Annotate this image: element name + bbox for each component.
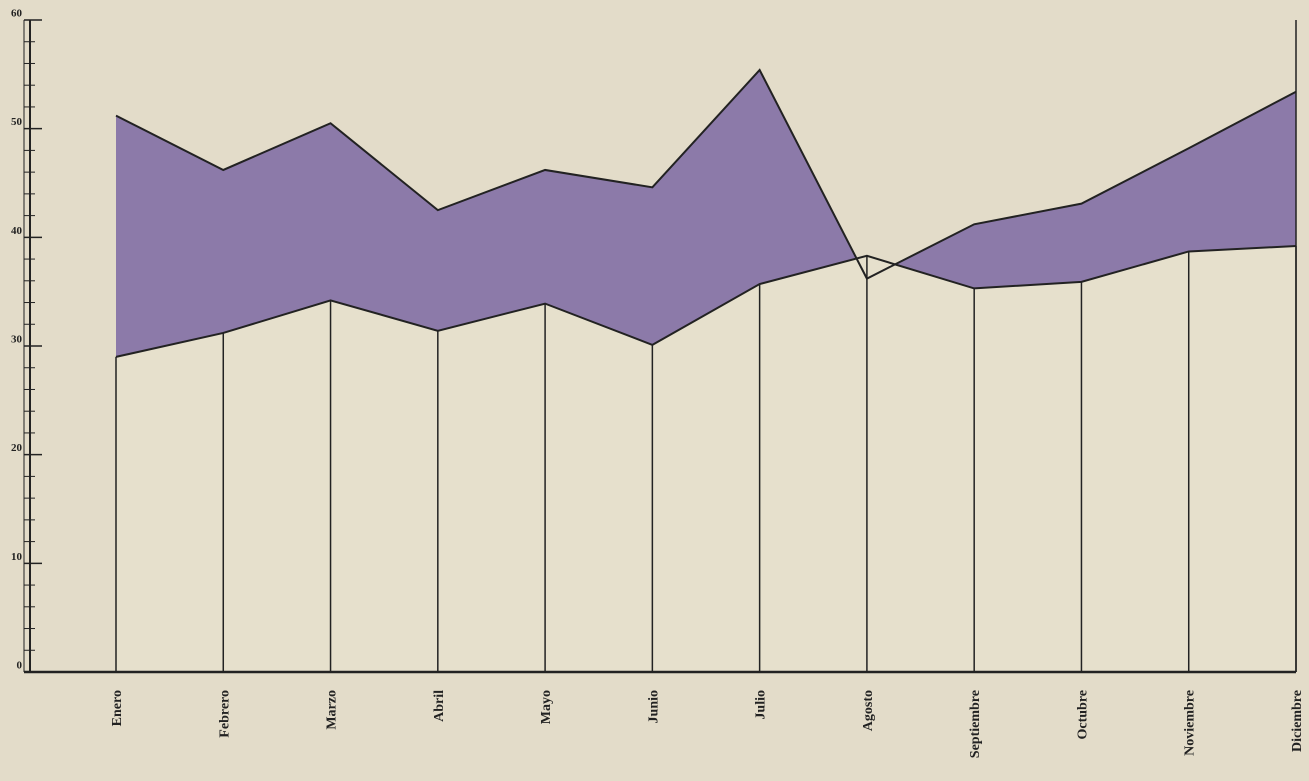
x-tick-label: Diciembre bbox=[1290, 690, 1305, 752]
x-tick-label: Agosto bbox=[861, 690, 876, 731]
y-tick-label: 10 bbox=[11, 551, 23, 563]
x-tick-label: Febrero bbox=[217, 690, 232, 738]
x-tick-label: Mayo bbox=[539, 690, 554, 724]
y-tick-label: 30 bbox=[11, 334, 23, 346]
x-tick-label: Octubre bbox=[1075, 690, 1090, 740]
y-tick-label: 20 bbox=[11, 442, 23, 454]
y-tick-label: 50 bbox=[11, 116, 23, 128]
x-tick-label: Julio bbox=[754, 690, 769, 720]
x-tick-label: Septiembre bbox=[968, 690, 983, 758]
x-tick-label: Junio bbox=[646, 690, 661, 723]
y-tick-label: 0 bbox=[17, 660, 23, 672]
series-line bbox=[115, 68, 1297, 280]
y-tick-label: 60 bbox=[11, 8, 23, 20]
x-tick-label: Noviembre bbox=[1183, 690, 1198, 756]
area bbox=[116, 246, 1296, 672]
series-line bbox=[115, 245, 1297, 358]
y-tick-label: 40 bbox=[11, 225, 23, 237]
x-tick-label: Abril bbox=[432, 690, 447, 722]
x-tick-label: Enero bbox=[110, 690, 125, 726]
x-tick-label: Marzo bbox=[325, 690, 340, 730]
